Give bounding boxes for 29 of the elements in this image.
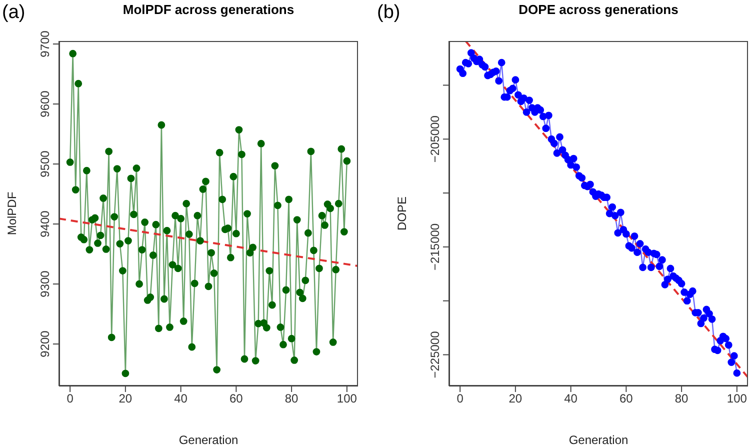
- x-tick-label: 20: [508, 392, 522, 406]
- chart-title: DOPE across generations: [518, 2, 680, 17]
- y-axis-title: MolPDF: [5, 192, 19, 236]
- text: (a): [2, 2, 26, 24]
- x-tick-label: 100: [726, 392, 748, 406]
- x-tick-label: 0: [66, 392, 74, 406]
- y-axis-title: DOPE: [395, 196, 409, 231]
- y-tick-label: 9600: [38, 90, 52, 118]
- x-tick-label: 60: [230, 392, 244, 406]
- x-tick-label: 100: [336, 392, 358, 406]
- x-tick-label: 40: [174, 392, 188, 406]
- chart-title: MolPDF across generations: [122, 2, 296, 17]
- y-tick-label: −205000: [428, 115, 442, 163]
- y-tick-label: 9400: [38, 210, 52, 238]
- text: (b): [377, 2, 400, 24]
- y-tick-label: −225000: [428, 330, 442, 378]
- y-tick-label: 9500: [38, 150, 52, 178]
- x-tick-label: 20: [118, 392, 132, 406]
- x-tick-label: 80: [284, 392, 299, 406]
- x-tick-label: 40: [564, 392, 578, 406]
- y-tick-label: −215000: [428, 223, 442, 270]
- x-axis-title: Generation: [568, 433, 628, 446]
- x-tick-label: 60: [620, 392, 634, 406]
- x-tick-label: 0: [456, 392, 464, 406]
- x-tick-label: 80: [674, 392, 689, 406]
- y-tick-label: 9300: [38, 270, 52, 298]
- y-tick-label: 9700: [38, 30, 52, 58]
- x-axis-title: Generation: [178, 433, 238, 446]
- y-tick-label: 9200: [38, 330, 52, 358]
